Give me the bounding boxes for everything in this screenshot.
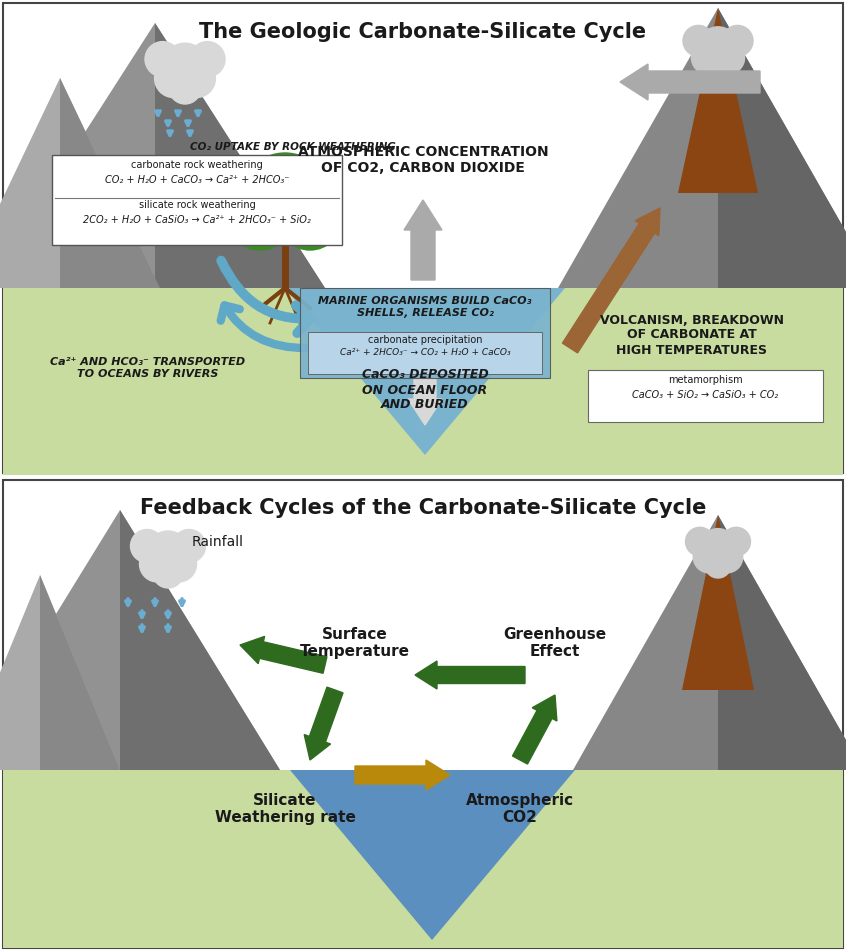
- Circle shape: [705, 552, 731, 578]
- Circle shape: [711, 41, 744, 74]
- Polygon shape: [0, 510, 280, 770]
- Bar: [52, 155, 342, 245]
- FancyArrow shape: [305, 688, 343, 760]
- Polygon shape: [60, 78, 160, 288]
- Polygon shape: [678, 8, 758, 193]
- Text: Atmospheric
CO2: Atmospheric CO2: [466, 793, 574, 825]
- Circle shape: [177, 59, 216, 98]
- Text: CO₂ UPTAKE BY ROCK WEATHERING: CO₂ UPTAKE BY ROCK WEATHERING: [190, 142, 396, 152]
- Text: carbonate precipitation: carbonate precipitation: [368, 335, 482, 345]
- Text: 2CO₂ + H₂O + CaSiO₃ → Ca²⁺ + 2HCO₃⁻ + SiO₂: 2CO₂ + H₂O + CaSiO₃ → Ca²⁺ + 2HCO₃⁻ + Si…: [83, 215, 310, 225]
- FancyArrow shape: [404, 200, 442, 280]
- Circle shape: [228, 186, 292, 250]
- Circle shape: [153, 558, 183, 588]
- Circle shape: [190, 42, 225, 77]
- Text: Surface
Temperature: Surface Temperature: [300, 627, 410, 659]
- FancyArrow shape: [415, 661, 525, 689]
- Polygon shape: [682, 515, 754, 690]
- Bar: [308, 332, 542, 374]
- Text: CO₂ + H₂O + CaCO₃ → Ca²⁺ + 2HCO₃⁻: CO₂ + H₂O + CaCO₃ → Ca²⁺ + 2HCO₃⁻: [105, 175, 289, 185]
- Circle shape: [722, 527, 750, 556]
- Circle shape: [691, 41, 725, 74]
- FancyArrow shape: [240, 636, 327, 673]
- Circle shape: [278, 186, 342, 250]
- Polygon shape: [40, 575, 120, 770]
- Text: ATMOSPHERIC CONCENTRATION
OF CO2, CARBON DIOXIDE: ATMOSPHERIC CONCENTRATION OF CO2, CARBON…: [298, 145, 548, 175]
- Circle shape: [240, 153, 330, 243]
- Text: CaCO₃ DEPOSITED
ON OCEAN FLOOR
AND BURIED: CaCO₃ DEPOSITED ON OCEAN FLOOR AND BURIE…: [361, 368, 488, 412]
- Polygon shape: [155, 23, 325, 288]
- Text: Greenhouse
Effect: Greenhouse Effect: [503, 627, 607, 659]
- Text: Rainfall: Rainfall: [192, 535, 244, 549]
- Circle shape: [694, 542, 724, 573]
- Circle shape: [711, 542, 743, 573]
- Circle shape: [161, 546, 196, 582]
- Bar: [3, 480, 843, 948]
- Polygon shape: [0, 78, 160, 288]
- Polygon shape: [558, 8, 846, 288]
- Polygon shape: [285, 288, 565, 455]
- Text: MARINE ORGANISMS BUILD CaCO₃
SHELLS, RELEASE CO₂: MARINE ORGANISMS BUILD CaCO₃ SHELLS, REL…: [318, 296, 532, 318]
- Text: carbonate rock weathering: carbonate rock weathering: [131, 160, 263, 170]
- Polygon shape: [718, 515, 846, 770]
- Text: metamorphism: metamorphism: [667, 375, 742, 385]
- Text: Feedback Cycles of the Carbonate-Silicate Cycle: Feedback Cycles of the Carbonate-Silicat…: [140, 498, 706, 518]
- Circle shape: [704, 52, 732, 80]
- Polygon shape: [718, 8, 846, 288]
- Circle shape: [699, 27, 738, 66]
- Bar: [300, 288, 550, 378]
- Text: Silicate
Weathering rate: Silicate Weathering rate: [215, 793, 355, 825]
- FancyArrow shape: [355, 760, 450, 790]
- Polygon shape: [290, 770, 575, 940]
- FancyArrow shape: [620, 64, 760, 100]
- Bar: [3, 3, 843, 473]
- Bar: [588, 370, 823, 422]
- Polygon shape: [0, 575, 120, 770]
- Circle shape: [147, 531, 189, 573]
- Polygon shape: [120, 510, 280, 770]
- Circle shape: [685, 527, 714, 556]
- Circle shape: [173, 530, 206, 562]
- Text: VOLCANISM, BREAKDOWN
OF CARBONATE AT
HIGH TEMPERATURES: VOLCANISM, BREAKDOWN OF CARBONATE AT HIG…: [600, 314, 784, 357]
- Polygon shape: [573, 515, 846, 770]
- Bar: [3, 288, 843, 475]
- Text: silicate rock weathering: silicate rock weathering: [139, 200, 255, 210]
- Circle shape: [169, 72, 201, 104]
- Circle shape: [683, 26, 714, 56]
- Circle shape: [722, 26, 753, 56]
- Circle shape: [162, 43, 207, 88]
- Circle shape: [145, 42, 180, 77]
- Text: CaCO₃ + SiO₂ → CaSiO₃ + CO₂: CaCO₃ + SiO₂ → CaSiO₃ + CO₂: [632, 390, 778, 400]
- Circle shape: [700, 529, 736, 565]
- FancyArrow shape: [563, 208, 660, 353]
- Text: Ca²⁺ AND HCO₃⁻ TRANSPORTED
TO OCEANS BY RIVERS: Ca²⁺ AND HCO₃⁻ TRANSPORTED TO OCEANS BY …: [51, 358, 245, 378]
- FancyArrow shape: [408, 345, 442, 425]
- FancyArrow shape: [513, 695, 557, 764]
- Text: Ca²⁺ + 2HCO₃⁻ → CO₂ + H₂O + CaCO₃: Ca²⁺ + 2HCO₃⁻ → CO₂ + H₂O + CaCO₃: [340, 348, 510, 357]
- Circle shape: [140, 546, 175, 582]
- Polygon shape: [0, 23, 325, 288]
- Bar: [3, 770, 843, 948]
- Circle shape: [155, 59, 193, 98]
- Text: The Geologic Carbonate-Silicate Cycle: The Geologic Carbonate-Silicate Cycle: [200, 22, 646, 42]
- Circle shape: [130, 530, 163, 562]
